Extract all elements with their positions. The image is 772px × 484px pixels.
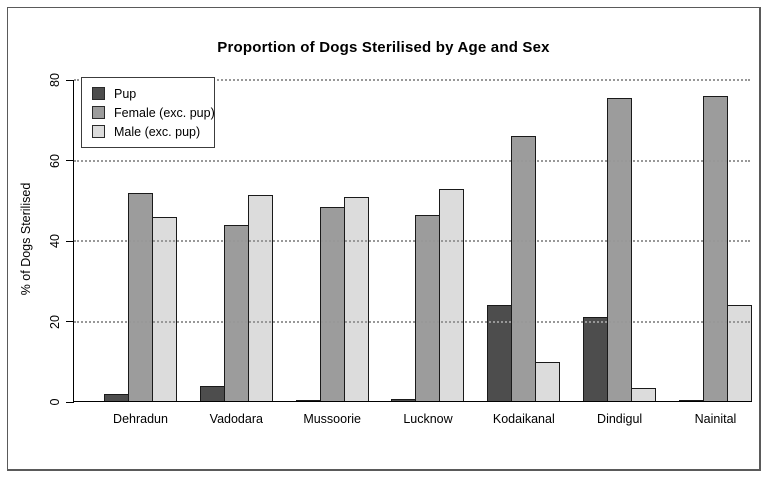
x-tick-label-dehradun: Dehradun bbox=[103, 412, 178, 426]
legend-swatch-female bbox=[92, 106, 105, 119]
bar-male-dehradun bbox=[152, 216, 177, 402]
legend-label-pup: Pup bbox=[114, 86, 137, 101]
x-tick-label-text: Nainital bbox=[694, 412, 737, 426]
bar-group-mussoorie bbox=[295, 80, 371, 402]
x-tick-label-kodaikanal: Kodaikanal bbox=[486, 412, 561, 426]
bar-female-mussoorie bbox=[319, 206, 345, 402]
bar-male-kodaikanal bbox=[535, 361, 561, 402]
chart-title: Proportion of Dogs Sterilised by Age and… bbox=[217, 39, 550, 56]
x-tick-label-vadodara: Vadodara bbox=[199, 412, 274, 426]
bar-group-lucknow bbox=[391, 80, 466, 402]
bar-female-dindigul bbox=[607, 98, 633, 402]
x-tick-label-text: Lucknow bbox=[403, 412, 453, 426]
y-tick-label-20: 20 bbox=[48, 314, 62, 329]
legend-label-female: Female (exc. pup) bbox=[114, 105, 215, 120]
bar-groups bbox=[74, 80, 764, 402]
legend-item-male: Male (exc. pup) bbox=[92, 122, 206, 141]
bar-female-nainital bbox=[702, 96, 728, 402]
y-axis-tick-60 bbox=[66, 160, 74, 161]
bar-female-kodaikanal bbox=[511, 136, 537, 402]
x-axis-line bbox=[74, 401, 752, 402]
y-axis-tick-20 bbox=[66, 321, 74, 322]
bar-female-vadodara bbox=[223, 224, 249, 402]
legend-swatch-male bbox=[92, 125, 105, 138]
y-tick-label-40: 40 bbox=[48, 234, 62, 248]
x-tick-label-text: Dindigul bbox=[597, 412, 643, 426]
gridline-60 bbox=[74, 159, 750, 162]
legend-item-pup: Pup bbox=[92, 84, 206, 103]
legend-item-female: Female (exc. pup) bbox=[92, 103, 215, 122]
bar-male-dindigul bbox=[631, 387, 657, 402]
x-axis-labels: Dehradun Vadodara Mussoorie Lucknow Kodaikan… bbox=[73, 412, 763, 426]
chart-frame: Proportion of Dogs Sterilised by Age and… bbox=[7, 7, 761, 471]
bar-group-vadodara bbox=[199, 80, 275, 402]
x-tick-label-dindigul: Dindigul bbox=[582, 412, 657, 426]
legend-swatch-pup bbox=[92, 87, 105, 100]
bar-pup-vadodara bbox=[199, 385, 225, 402]
bar-male-lucknow bbox=[439, 188, 465, 402]
bar-female-dehradun bbox=[128, 192, 153, 402]
y-axis-tick-0 bbox=[66, 401, 74, 403]
x-tick-label-text: Dehradun bbox=[113, 412, 168, 426]
bar-group-dehradun bbox=[104, 80, 179, 402]
y-axis-tick-80 bbox=[66, 79, 74, 81]
y-axis-title: % of Dogs Sterilised bbox=[19, 182, 33, 296]
gridline-40 bbox=[74, 240, 750, 242]
bar-pup-dindigul bbox=[583, 317, 609, 402]
y-tick-label-60: 60 bbox=[48, 153, 62, 168]
bar-group-dindigul bbox=[583, 80, 658, 402]
y-tick-label-0: 0 bbox=[48, 398, 62, 406]
x-tick-label-text: Mussoorie bbox=[303, 412, 361, 426]
legend-label-male: Male (exc. pup) bbox=[114, 124, 201, 139]
y-axis-tick-40 bbox=[66, 240, 74, 242]
plot-area: 0 20 40 60 80 bbox=[48, 73, 764, 405]
bar-group-nainital bbox=[678, 80, 754, 402]
gridline-80 bbox=[74, 79, 750, 81]
y-tick-label-80: 80 bbox=[48, 73, 62, 87]
x-tick-label-text: Kodaikanal bbox=[492, 412, 555, 426]
bar-male-mussoorie bbox=[343, 196, 369, 402]
x-tick-label-mussoorie: Mussoorie bbox=[295, 412, 370, 426]
bar-female-lucknow bbox=[415, 214, 441, 402]
bar-male-vadodara bbox=[247, 194, 273, 402]
legend: Pup Female (exc. pup) Male (exc. pup) bbox=[81, 77, 215, 148]
x-tick-label-lucknow: Lucknow bbox=[390, 412, 465, 426]
x-tick-label-text: Vadodara bbox=[209, 412, 263, 426]
x-tick-label-nainital: Nainital bbox=[678, 412, 753, 426]
gridline-20 bbox=[74, 320, 750, 323]
